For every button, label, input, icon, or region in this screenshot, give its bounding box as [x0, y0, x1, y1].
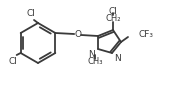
Text: Cl: Cl	[109, 7, 117, 16]
Text: O: O	[74, 30, 81, 39]
Text: N: N	[88, 49, 95, 58]
Text: Cl: Cl	[26, 9, 35, 18]
Text: Cl: Cl	[8, 57, 17, 66]
Text: CH₃: CH₃	[87, 57, 103, 66]
Text: CF₃: CF₃	[139, 29, 154, 39]
Text: N: N	[114, 53, 121, 62]
Text: CH₂: CH₂	[105, 13, 121, 23]
